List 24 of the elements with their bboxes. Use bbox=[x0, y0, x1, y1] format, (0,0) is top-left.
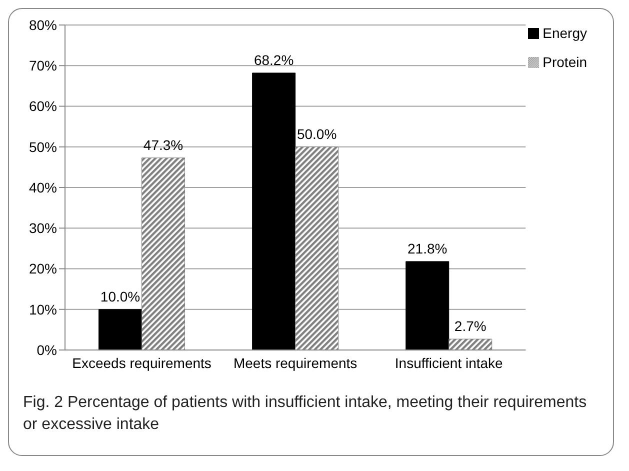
data-label: 50.0% bbox=[296, 126, 337, 142]
legend-label: Protein bbox=[542, 54, 587, 70]
y-tick-label: 70% bbox=[28, 58, 57, 74]
y-tick-label: 60% bbox=[28, 98, 57, 114]
x-tick-label: Exceeds requirements bbox=[72, 354, 212, 371]
bar bbox=[98, 309, 142, 350]
y-tick-label: 0% bbox=[36, 342, 57, 358]
bar bbox=[252, 72, 296, 350]
data-label: 21.8% bbox=[408, 240, 448, 256]
data-label: 68.2% bbox=[254, 52, 294, 68]
y-tick-label: 20% bbox=[28, 260, 57, 277]
y-tick-label: 50% bbox=[28, 138, 57, 155]
y-tick-label: 30% bbox=[28, 220, 57, 236]
x-tick-label: Meets requirements bbox=[233, 354, 358, 371]
bar bbox=[406, 261, 450, 350]
y-tick-label: 40% bbox=[28, 179, 57, 196]
x-tick-label: Insufficient intake bbox=[394, 354, 504, 371]
data-label: 10.0% bbox=[100, 288, 140, 304]
legend-label: Energy bbox=[542, 25, 587, 41]
data-label: 2.7% bbox=[454, 318, 486, 334]
caption: Fig. 2 Percentage of patients with insufficient intake, meeting their requirements or excessive intake bbox=[22, 393, 588, 435]
data-label: 47.3% bbox=[143, 136, 184, 153]
y-tick-label: 10% bbox=[28, 301, 57, 318]
y-tick-label: 80% bbox=[28, 16, 57, 33]
